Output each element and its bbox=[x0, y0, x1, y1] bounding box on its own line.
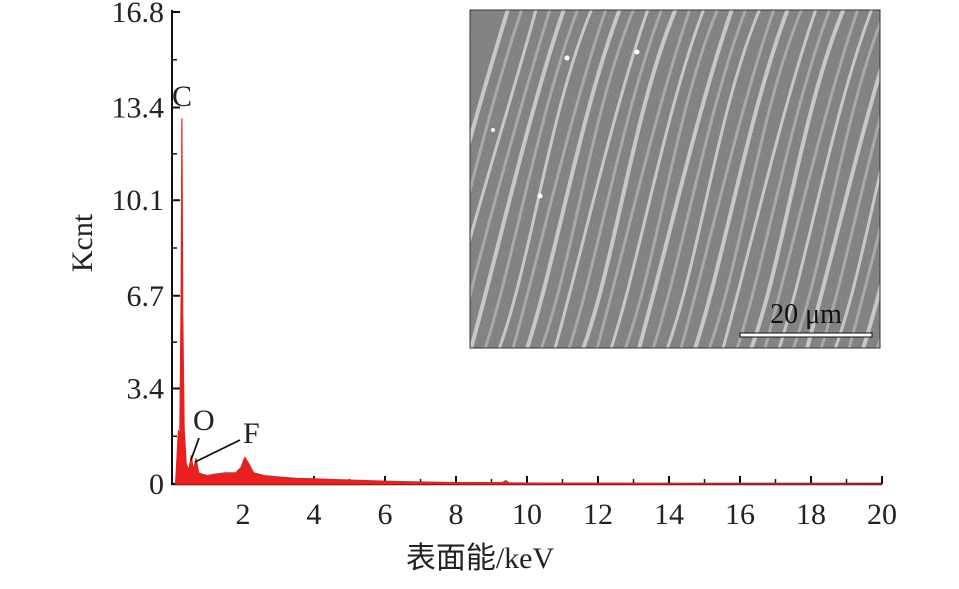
y-tick-label-3: 10.1 bbox=[112, 184, 165, 217]
x-axis-ticks: 2 4 6 8 10 12 14 16 18 20 bbox=[206, 476, 897, 531]
peak-label-f: F bbox=[243, 417, 260, 450]
y-tick-label-2: 6.7 bbox=[127, 280, 165, 313]
x-tick-label-6: 6 bbox=[378, 498, 393, 531]
x-tick-label-2: 2 bbox=[236, 498, 251, 531]
x-tick-label-8: 8 bbox=[449, 498, 464, 531]
x-tick-label-4: 4 bbox=[307, 498, 322, 531]
x-tick-label-16: 16 bbox=[725, 498, 755, 531]
x-tick-label-14: 14 bbox=[654, 498, 684, 531]
x-tick-label-12: 12 bbox=[583, 498, 613, 531]
y-tick-label-0: 0 bbox=[149, 468, 164, 501]
spectrum-series bbox=[175, 118, 883, 485]
scale-bar bbox=[739, 332, 873, 338]
peak-label-o: O bbox=[193, 404, 215, 437]
y-axis-title: Kcnt bbox=[66, 213, 99, 272]
y-tick-label-5: 16.8 bbox=[112, 0, 165, 29]
x-tick-label-20: 20 bbox=[867, 498, 897, 531]
x-tick-label-10: 10 bbox=[512, 498, 542, 531]
y-tick-label-1: 3.4 bbox=[127, 372, 165, 405]
peak-label-c: C bbox=[172, 80, 192, 113]
x-axis-title: 表面能/keV bbox=[406, 542, 555, 575]
scale-bar-label: 20 μm bbox=[770, 299, 842, 330]
peak-labels: C O F bbox=[172, 80, 260, 463]
spectrum-area bbox=[175, 118, 883, 485]
peak-leader-f bbox=[194, 439, 241, 463]
peak-leader-o bbox=[190, 437, 200, 461]
y-tick-label-4: 13.4 bbox=[112, 92, 165, 125]
sem-inset-frame bbox=[469, 9, 881, 349]
x-tick-label-18: 18 bbox=[796, 498, 826, 531]
y-axis-ticks: 0 3.4 6.7 10.1 13.4 16.8 bbox=[112, 0, 180, 501]
sem-inset-image bbox=[470, 10, 880, 348]
